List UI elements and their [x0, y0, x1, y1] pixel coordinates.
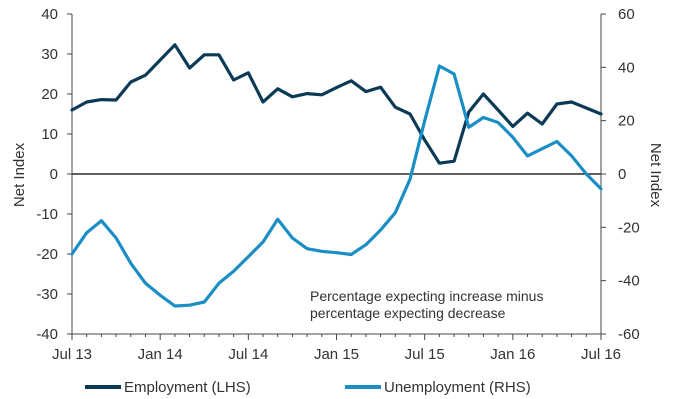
y-axis-label-right: Net Index — [647, 143, 664, 208]
employment-line — [70, 43, 603, 165]
annotation-line-1: Percentage expecting increase minus — [310, 288, 543, 304]
left-tick-label: -20 — [36, 246, 58, 263]
left-tick-label: 30 — [41, 46, 58, 63]
x-tick-label: Jul 15 — [405, 346, 445, 363]
right-tick-label: 20 — [618, 113, 635, 130]
annotation-line-2: percentage expecting decrease — [310, 305, 506, 321]
legend: Employment (LHS) Unemployment (RHS) — [85, 379, 531, 396]
x-tick-label: Jul 16 — [581, 346, 621, 363]
left-tick-label: -10 — [36, 206, 58, 223]
legend-label-employment: Employment (LHS) — [124, 379, 251, 396]
left-tick-label: 40 — [41, 6, 58, 23]
x-axis: Jul 13 Jan 14 Jul 14 Jan 15 Jul 15 Jan 16 Jul … — [52, 333, 621, 363]
legend-label-unemployment: Unemployment (RHS) — [384, 379, 531, 396]
right-tick-label: 0 — [618, 166, 626, 183]
left-tick-label: -30 — [36, 286, 58, 303]
unemployment-line — [70, 64, 603, 308]
x-tick-label: Jul 14 — [228, 346, 268, 363]
right-axis: -60 -40 -20 0 20 40 60 — [600, 6, 640, 343]
left-axis: -40 -30 -20 -10 0 10 20 30 40 — [36, 6, 73, 343]
right-tick-label: -60 — [618, 326, 640, 343]
right-tick-label: -20 — [618, 219, 640, 236]
left-tick-label: 20 — [41, 86, 58, 103]
right-tick-label: -40 — [618, 273, 640, 290]
x-tick-label: Jul 13 — [52, 346, 92, 363]
left-tick-label: 10 — [41, 126, 58, 143]
y-axis-label-left: Net Index — [11, 142, 28, 207]
x-tick-label: Jan 14 — [138, 346, 183, 363]
series-layer — [70, 43, 603, 308]
x-tick-label: Jan 16 — [490, 346, 535, 363]
right-tick-label: 40 — [618, 59, 635, 76]
right-tick-label: 60 — [618, 6, 635, 23]
left-tick-label: 0 — [50, 166, 58, 183]
left-tick-label: -40 — [36, 326, 58, 343]
x-tick-label: Jan 15 — [314, 346, 359, 363]
